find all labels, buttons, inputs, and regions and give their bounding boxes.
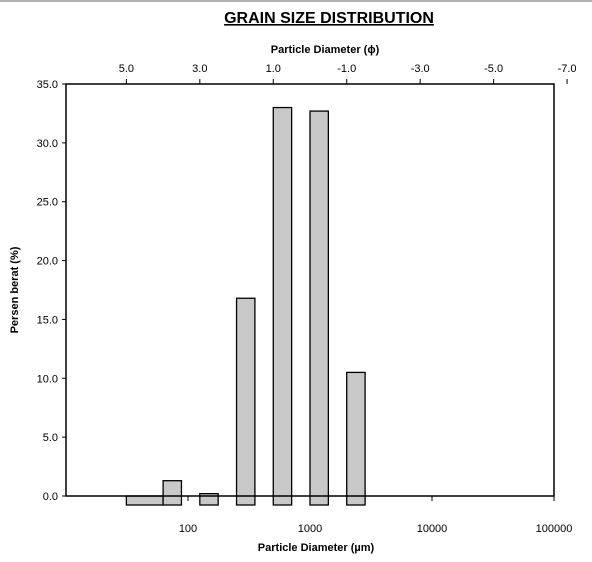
x-top-tick-label: -5.0 [484,63,503,75]
y-tick-label: 15.0 [37,314,58,326]
y-tick-label: 10.0 [37,373,58,385]
x-top-tick-label: -7.0 [558,63,577,75]
y-tick-label: 20.0 [37,256,58,268]
y-axis-label: Persen berat (%) [9,246,21,333]
x-bottom-tick-label: 10000 [417,523,448,535]
x-bottom-tick-label: 1000 [298,523,322,535]
axes-layer: 0.0 5.0 10.0 15.0 20.0 25.0 30.0 35.0 100 1000 100… [37,63,577,535]
bar [199,492,219,506]
bar [272,106,293,506]
y-tick-label: 5.0 [43,432,58,444]
bars-layer [125,106,366,506]
bar [162,480,183,506]
x-top-tick-label: 5.0 [119,63,134,75]
x-top-tick-label: 1.0 [266,63,281,75]
x-top-tick-label: -1.0 [337,63,356,75]
x-top-axis-label: Particle Diameter (ϕ) [271,44,380,56]
y-tick-label: 0.0 [43,491,58,503]
x-top-tick-label: -3.0 [411,63,430,75]
bar [309,110,330,506]
y-tick-label: 25.0 [37,197,58,209]
chart-title: GRAIN SIZE DISTRIBUTION [224,10,434,27]
y-tick-label: 35.0 [37,79,58,91]
x-bottom-axis-label: Particle Diameter (µm) [258,542,375,554]
x-bottom-tick-label: 100000 [536,523,573,535]
y-tick-label: 30.0 [37,138,58,150]
plot-frame [65,83,555,497]
x-bottom-tick-label: 100 [179,523,197,535]
bar [125,495,164,506]
bar [346,371,366,506]
bar [235,297,256,506]
x-top-tick-label: 3.0 [192,63,207,75]
